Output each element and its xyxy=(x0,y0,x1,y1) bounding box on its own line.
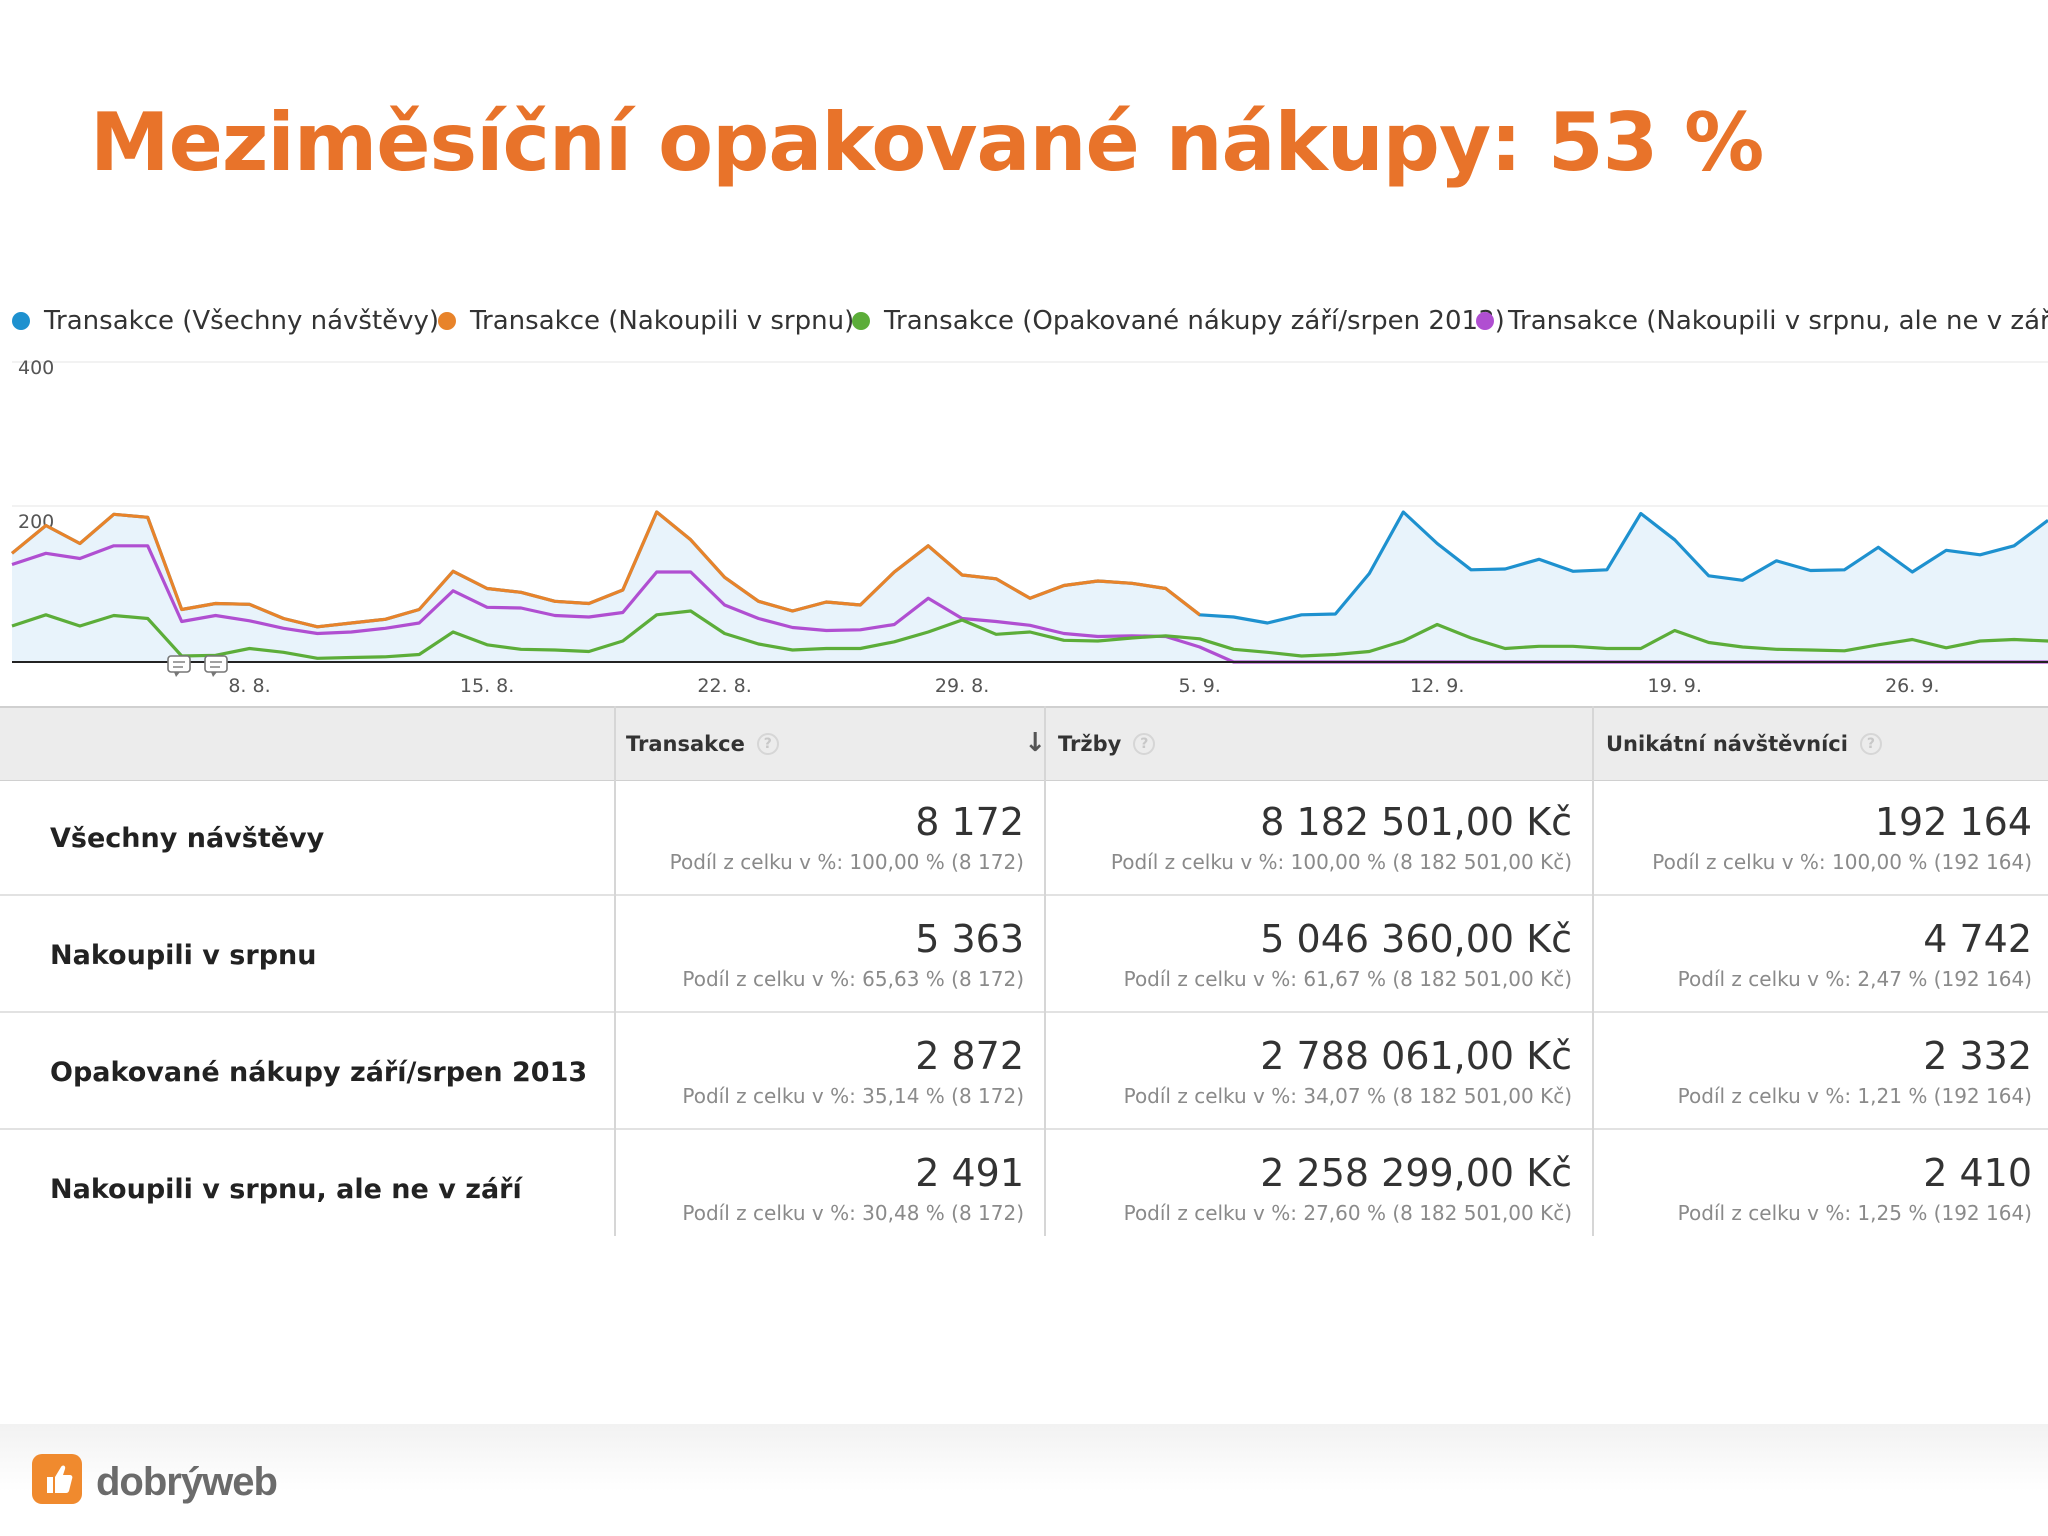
visitors-cell: 192 164 Podíl z celku v %: 100,00 % (192… xyxy=(1594,780,2032,896)
x-tick-label: 29. 8. xyxy=(935,675,989,697)
legend-label: Transakce (Nakoupili v srpnu) xyxy=(470,306,855,336)
x-tick-label: 5. 9. xyxy=(1179,675,1221,697)
legend-dot-green-icon xyxy=(852,312,870,330)
visitors-cell: 4 742 Podíl z celku v %: 2,47 % (192 164… xyxy=(1594,897,2032,1013)
all-visits-area xyxy=(12,512,2048,662)
row-label: Nakoupili v srpnu xyxy=(50,939,317,971)
legend-dot-purple-icon xyxy=(1476,312,1494,330)
transactions-cell: 2 872 Podíl z celku v %: 35,14 % (8 172) xyxy=(614,1014,1024,1130)
annotation-icon[interactable] xyxy=(204,655,228,677)
revenue-cell: 2 788 061,00 Kč Podíl z celku v %: 34,07… xyxy=(1046,1014,1572,1130)
transactions-value: 2 491 xyxy=(915,1151,1024,1195)
transactions-cell: 8 172 Podíl z celku v %: 100,00 % (8 172… xyxy=(614,780,1024,896)
table-row[interactable]: Nakoupili v srpnu, ale ne v září 2 491 P… xyxy=(0,1131,2048,1247)
transactions-line-chart[interactable]: 400 200 8. 8. 15. 8. 22. 8. 29. 8. 5. 9. 12. … xyxy=(0,350,2048,700)
x-tick-label: 12. 9. xyxy=(1410,675,1464,697)
revenue-cell: 2 258 299,00 Kč Podíl z celku v %: 27,60… xyxy=(1046,1131,1572,1247)
segments-table: Transakce ? ↓ Tržby ? Unikátní návštěvní… xyxy=(0,706,2048,1236)
visitors-value: 2 410 xyxy=(1923,1151,2032,1195)
revenue-value: 2 258 299,00 Kč xyxy=(1260,1151,1572,1195)
revenue-share: Podíl z celku v %: 34,07 % (8 182 501,00… xyxy=(1123,1084,1572,1108)
legend-label: Transakce (Všechny návštěvy) xyxy=(44,306,440,336)
legend-dot-blue-icon xyxy=(12,312,30,330)
x-tick-label: 19. 9. xyxy=(1648,675,1702,697)
slide-title: Meziměsíční opakované nákupy: 53 % xyxy=(90,96,1764,189)
header-revenue[interactable]: Tržby ? xyxy=(1058,708,1156,780)
header-transactions-label: Transakce xyxy=(626,732,745,756)
x-tick-label: 26. 9. xyxy=(1885,675,1939,697)
legend-item-august-not-september[interactable]: Transakce (Nakoupili v srpnu, ale ne v z… xyxy=(1476,306,2048,336)
revenue-value: 5 046 360,00 Kč xyxy=(1260,917,1572,961)
footer: dobrýweb xyxy=(0,1424,2048,1536)
legend-label: Transakce (Opakované nákupy září/srpen 2… xyxy=(884,306,1505,336)
series-bought-august-line[interactable] xyxy=(10,510,1201,629)
row-label: Opakované nákupy září/srpen 2013 xyxy=(50,1056,588,1088)
column-divider xyxy=(1592,706,1594,1236)
table-row[interactable]: Nakoupili v srpnu 5 363 Podíl z celku v … xyxy=(0,897,2048,1013)
visitors-share: Podíl z celku v %: 100,00 % (192 164) xyxy=(1652,850,2032,874)
transactions-cell: 2 491 Podíl z celku v %: 30,48 % (8 172) xyxy=(614,1131,1024,1247)
column-divider xyxy=(614,706,616,1236)
table-header: Transakce ? ↓ Tržby ? Unikátní návštěvní… xyxy=(0,706,2048,781)
thumbs-up-icon xyxy=(32,1454,82,1504)
brand-logo-text: dobrýweb xyxy=(96,1460,278,1504)
row-label: Všechny návštěvy xyxy=(50,822,325,854)
header-visitors-label: Unikátní návštěvníci xyxy=(1606,732,1848,756)
visitors-value: 2 332 xyxy=(1923,1034,2032,1078)
visitors-share: Podíl z celku v %: 1,21 % (192 164) xyxy=(1677,1084,2032,1108)
transactions-share: Podíl z celku v %: 65,63 % (8 172) xyxy=(682,967,1024,991)
transactions-cell: 5 363 Podíl z celku v %: 65,63 % (8 172) xyxy=(614,897,1024,1013)
transactions-value: 8 172 xyxy=(915,800,1024,844)
help-icon[interactable]: ? xyxy=(1133,733,1156,755)
visitors-cell: 2 410 Podíl z celku v %: 1,25 % (192 164… xyxy=(1594,1131,2032,1247)
legend-item-all-visits[interactable]: Transakce (Všechny návštěvy) xyxy=(12,306,439,336)
visitors-cell: 2 332 Podíl z celku v %: 1,21 % (192 164… xyxy=(1594,1014,2032,1130)
revenue-share: Podíl z celku v %: 27,60 % (8 182 501,00… xyxy=(1123,1201,1572,1225)
revenue-value: 8 182 501,00 Kč xyxy=(1260,800,1572,844)
legend-item-bought-august[interactable]: Transakce (Nakoupili v srpnu) xyxy=(438,306,854,336)
visitors-value: 192 164 xyxy=(1874,800,2032,844)
visitors-share: Podíl z celku v %: 1,25 % (192 164) xyxy=(1677,1201,2032,1225)
chart-legend: Transakce (Všechny návštěvy) Transakce (… xyxy=(0,300,2048,344)
x-tick-label: 8. 8. xyxy=(228,675,270,697)
legend-dot-orange-icon xyxy=(438,312,456,330)
revenue-cell: 5 046 360,00 Kč Podíl z celku v %: 61,67… xyxy=(1046,897,1572,1013)
visitors-value: 4 742 xyxy=(1923,917,2032,961)
header-transactions[interactable]: Transakce ? xyxy=(626,708,779,780)
transactions-share: Podíl z celku v %: 100,00 % (8 172) xyxy=(669,850,1024,874)
revenue-share: Podíl z celku v %: 100,00 % (8 182 501,0… xyxy=(1110,850,1572,874)
revenue-value: 2 788 061,00 Kč xyxy=(1260,1034,1572,1078)
transactions-share: Podíl z celku v %: 35,14 % (8 172) xyxy=(682,1084,1024,1108)
annotation-icon[interactable] xyxy=(167,655,191,677)
transactions-value: 2 872 xyxy=(915,1034,1024,1078)
sort-desc-icon[interactable]: ↓ xyxy=(1024,728,1046,758)
help-icon[interactable]: ? xyxy=(1859,733,1882,755)
help-icon[interactable]: ? xyxy=(756,733,779,755)
y-tick-label: 400 xyxy=(18,357,54,379)
revenue-share: Podíl z celku v %: 61,67 % (8 182 501,00… xyxy=(1123,967,1572,991)
table-row[interactable]: Všechny návštěvy 8 172 Podíl z celku v %… xyxy=(0,780,2048,896)
header-visitors[interactable]: Unikátní návštěvníci ? xyxy=(1606,708,1882,780)
series-repeat-purchases-line[interactable] xyxy=(11,609,2048,660)
row-label: Nakoupili v srpnu, ale ne v září xyxy=(50,1173,522,1205)
x-tick-label: 22. 8. xyxy=(697,675,751,697)
transactions-share: Podíl z celku v %: 30,48 % (8 172) xyxy=(682,1201,1024,1225)
revenue-cell: 8 182 501,00 Kč Podíl z celku v %: 100,0… xyxy=(1046,780,1572,896)
transactions-value: 5 363 xyxy=(915,917,1024,961)
table-row[interactable]: Opakované nákupy září/srpen 2013 2 872 P… xyxy=(0,1014,2048,1130)
visitors-share: Podíl z celku v %: 2,47 % (192 164) xyxy=(1677,967,2032,991)
x-tick-label: 15. 8. xyxy=(460,675,514,697)
legend-item-repeat-purchases[interactable]: Transakce (Opakované nákupy září/srpen 2… xyxy=(852,306,1505,336)
column-divider xyxy=(1044,706,1046,1236)
legend-label: Transakce (Nakoupili v srpnu, ale ne v z… xyxy=(1508,306,2048,336)
header-revenue-label: Tržby xyxy=(1058,732,1122,756)
